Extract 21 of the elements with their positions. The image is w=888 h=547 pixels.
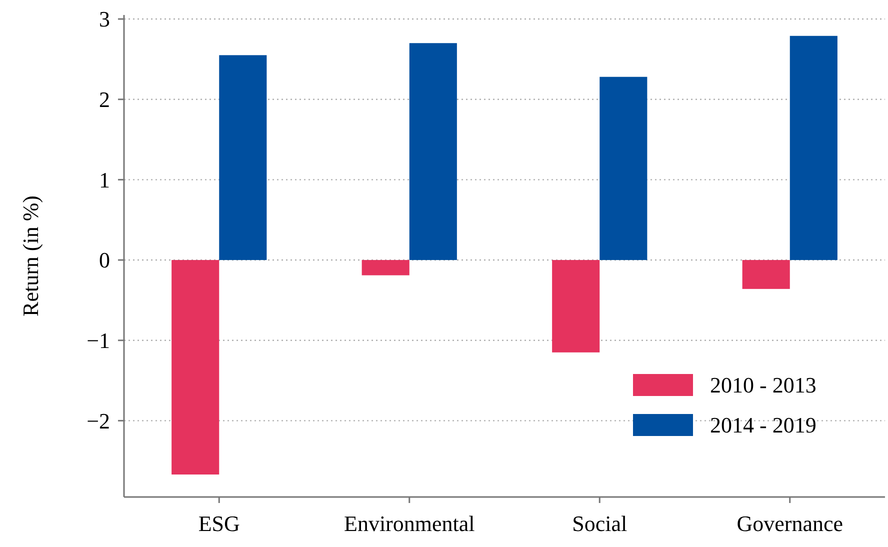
bar — [409, 43, 457, 260]
y-tick-label: −2 — [86, 408, 110, 434]
x-tick-label: Governance — [736, 511, 844, 536]
bar — [552, 260, 600, 352]
x-tick-label: ESG — [198, 511, 240, 536]
y-tick-label: 2 — [99, 87, 110, 112]
bar — [362, 260, 410, 276]
y-tick-label: 0 — [99, 248, 110, 273]
bar — [172, 260, 220, 475]
x-tick-label: Environmental — [344, 511, 475, 536]
y-tick-label: 3 — [99, 6, 110, 32]
y-tick-label: −1 — [86, 328, 110, 354]
y-axis-title: Return (in %) — [18, 196, 43, 316]
legend-label: 2014 - 2019 — [710, 412, 816, 438]
legend-label: 2010 - 2013 — [710, 372, 816, 398]
bar — [219, 55, 267, 260]
y-tick-label: 1 — [99, 167, 110, 192]
bar — [790, 36, 838, 260]
x-tick-label: Social — [572, 511, 628, 536]
bar — [742, 260, 790, 289]
bar — [600, 76, 648, 260]
